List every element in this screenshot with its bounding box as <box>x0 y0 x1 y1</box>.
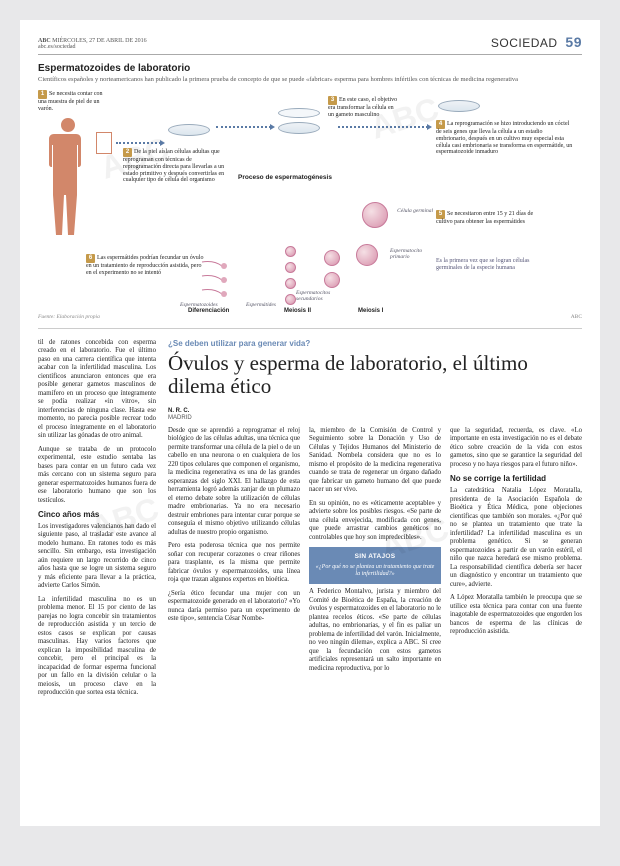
step-4: 4La reprogramación se hizo introduciendo… <box>436 120 574 157</box>
infographic: Espermatozoides de laboratorio Científic… <box>38 63 582 329</box>
para: Desde que se aprendió a reprogramar el r… <box>168 427 300 537</box>
step-6-text: Las espermátides podrían fecundar un óvu… <box>86 255 203 276</box>
byline: N. R. C. <box>168 408 582 414</box>
step-4-text: La reprogramación se hizo introduciendo … <box>436 121 572 156</box>
para: A Federico Montalvo, jurista y miembro d… <box>309 588 441 673</box>
step-5: 5Se necesitaron entre 15 y 21 días de cu… <box>436 210 536 226</box>
page-header: ABC MIÉRCOLES, 27 DE ABRIL DE 2016 abc.e… <box>38 34 582 55</box>
dateline: MADRID <box>168 415 582 421</box>
cell-icon <box>285 262 296 273</box>
step-2: 2De la piel aíslan células adultas que r… <box>123 148 231 185</box>
petri-dish-icon <box>278 108 320 118</box>
infographic-subtitle: Científicos españoles y norteamericanos … <box>38 76 582 84</box>
pull-text: «¿Por qué no se plantea un tratamiento q… <box>316 564 435 577</box>
cell-label: Célula germinal <box>397 208 433 214</box>
newspaper-page: ABC ABC ABC ABC ABC MIÉRCOLES, 27 DE ABR… <box>20 20 600 826</box>
section-title: SOCIEDAD 59 <box>491 34 582 50</box>
petri-dish-icon <box>278 122 320 134</box>
process-label: Proceso de espermatogénesis <box>238 174 332 181</box>
cell-icon <box>362 202 388 228</box>
header-url: abc.es/sociedad <box>38 44 75 50</box>
cell-icon <box>324 272 340 288</box>
headline: Óvulos y esperma de laboratorio, el últi… <box>168 352 582 398</box>
step-3: 3En este caso, el objetivo era transform… <box>328 96 400 119</box>
cell-icon <box>285 278 296 289</box>
phase-label: Meiosis I <box>358 308 383 314</box>
arrow-icon <box>216 126 271 128</box>
para: la, miembro de la Comisión de Control y … <box>309 427 441 495</box>
para: Los investigadores valencianos han dado … <box>38 523 156 591</box>
cell-icon <box>285 246 296 257</box>
infographic-credit: ABC <box>571 314 582 320</box>
step-1-text: Se necesita contar con una muestra de pi… <box>38 91 102 112</box>
cell-label: Espermatocito primario <box>390 248 438 260</box>
para: La catedrática Natalia López Moratalla, … <box>450 487 582 589</box>
para: A López Moratalla también le preocupa qu… <box>450 594 582 636</box>
pull-quote-box: SIN ATAJOS «¿Por qué no se plantea un tr… <box>309 547 441 584</box>
arrow-icon <box>116 142 161 144</box>
phase-label: Meiosis II <box>284 308 311 314</box>
step-5-text: Se necesitaron entre 15 y 21 días de cul… <box>436 211 533 225</box>
sperm-icon <box>198 256 236 298</box>
phase-label: Diferenciación <box>188 308 229 314</box>
para: que la seguridad, recuerda, es clave. «L… <box>450 427 582 469</box>
subhead: Cinco años más <box>38 510 156 520</box>
para: til de ratones concebida con esperma cre… <box>38 339 156 441</box>
cell-icon <box>324 250 340 266</box>
pull-head: SIN ATAJOS <box>315 553 435 561</box>
skin-sample-icon <box>96 132 112 154</box>
human-silhouette-icon <box>46 118 90 238</box>
article-body: til de ratones concebida con esperma cre… <box>38 339 582 703</box>
article-columns: Desde que se aprendió a reprogramar el r… <box>168 427 582 673</box>
kicker: ¿Se deben utilizar para generar vida? <box>168 339 582 348</box>
header-left: ABC MIÉRCOLES, 27 DE ABRIL DE 2016 abc.e… <box>38 38 147 50</box>
petri-dish-icon <box>438 100 480 112</box>
cell-diagram: Célula germinal Espermatocito primario E… <box>198 190 388 310</box>
page-number: 59 <box>565 34 582 50</box>
step-2-text: De la piel aíslan células adultas que re… <box>123 149 224 184</box>
main-article: ¿Se deben utilizar para generar vida? Óv… <box>168 339 582 703</box>
section-label: SOCIEDAD <box>491 36 558 50</box>
para: ¿Sería ético fecundar una mujer con un e… <box>168 590 300 624</box>
step-6: 6Las espermátides podrían fecundar un óv… <box>86 254 206 277</box>
step-3-text: En este caso, el objetivo era transforma… <box>328 97 397 118</box>
petri-dish-icon <box>168 124 210 136</box>
arrow-icon <box>338 126 428 128</box>
para: Pero esta poderosa técnica que nos permi… <box>168 542 300 584</box>
infographic-source: Fuente: Elaboración propia <box>38 314 100 320</box>
para: La infertilidad masculina no es un probl… <box>38 596 156 698</box>
infographic-canvas: 1Se necesita contar con una muestra de p… <box>38 90 582 320</box>
para: En su opinión, no es «éticamente aceptab… <box>309 500 441 542</box>
cell-icon <box>285 294 296 305</box>
cell-label: Espermátides <box>246 302 276 308</box>
infographic-note: Es la primera vez que se logran células … <box>436 258 546 272</box>
infographic-title: Espermatozoides de laboratorio <box>38 63 582 74</box>
step-1: 1Se necesita contar con una muestra de p… <box>38 90 108 113</box>
subhead: No se corrige la fertilidad <box>450 474 582 484</box>
cell-icon <box>356 244 378 266</box>
left-column: til de ratones concebida con esperma cre… <box>38 339 156 703</box>
cell-label: Espermatocitos secundarios <box>296 290 346 302</box>
para: Aunque se trataba de un protocolo experi… <box>38 446 156 505</box>
